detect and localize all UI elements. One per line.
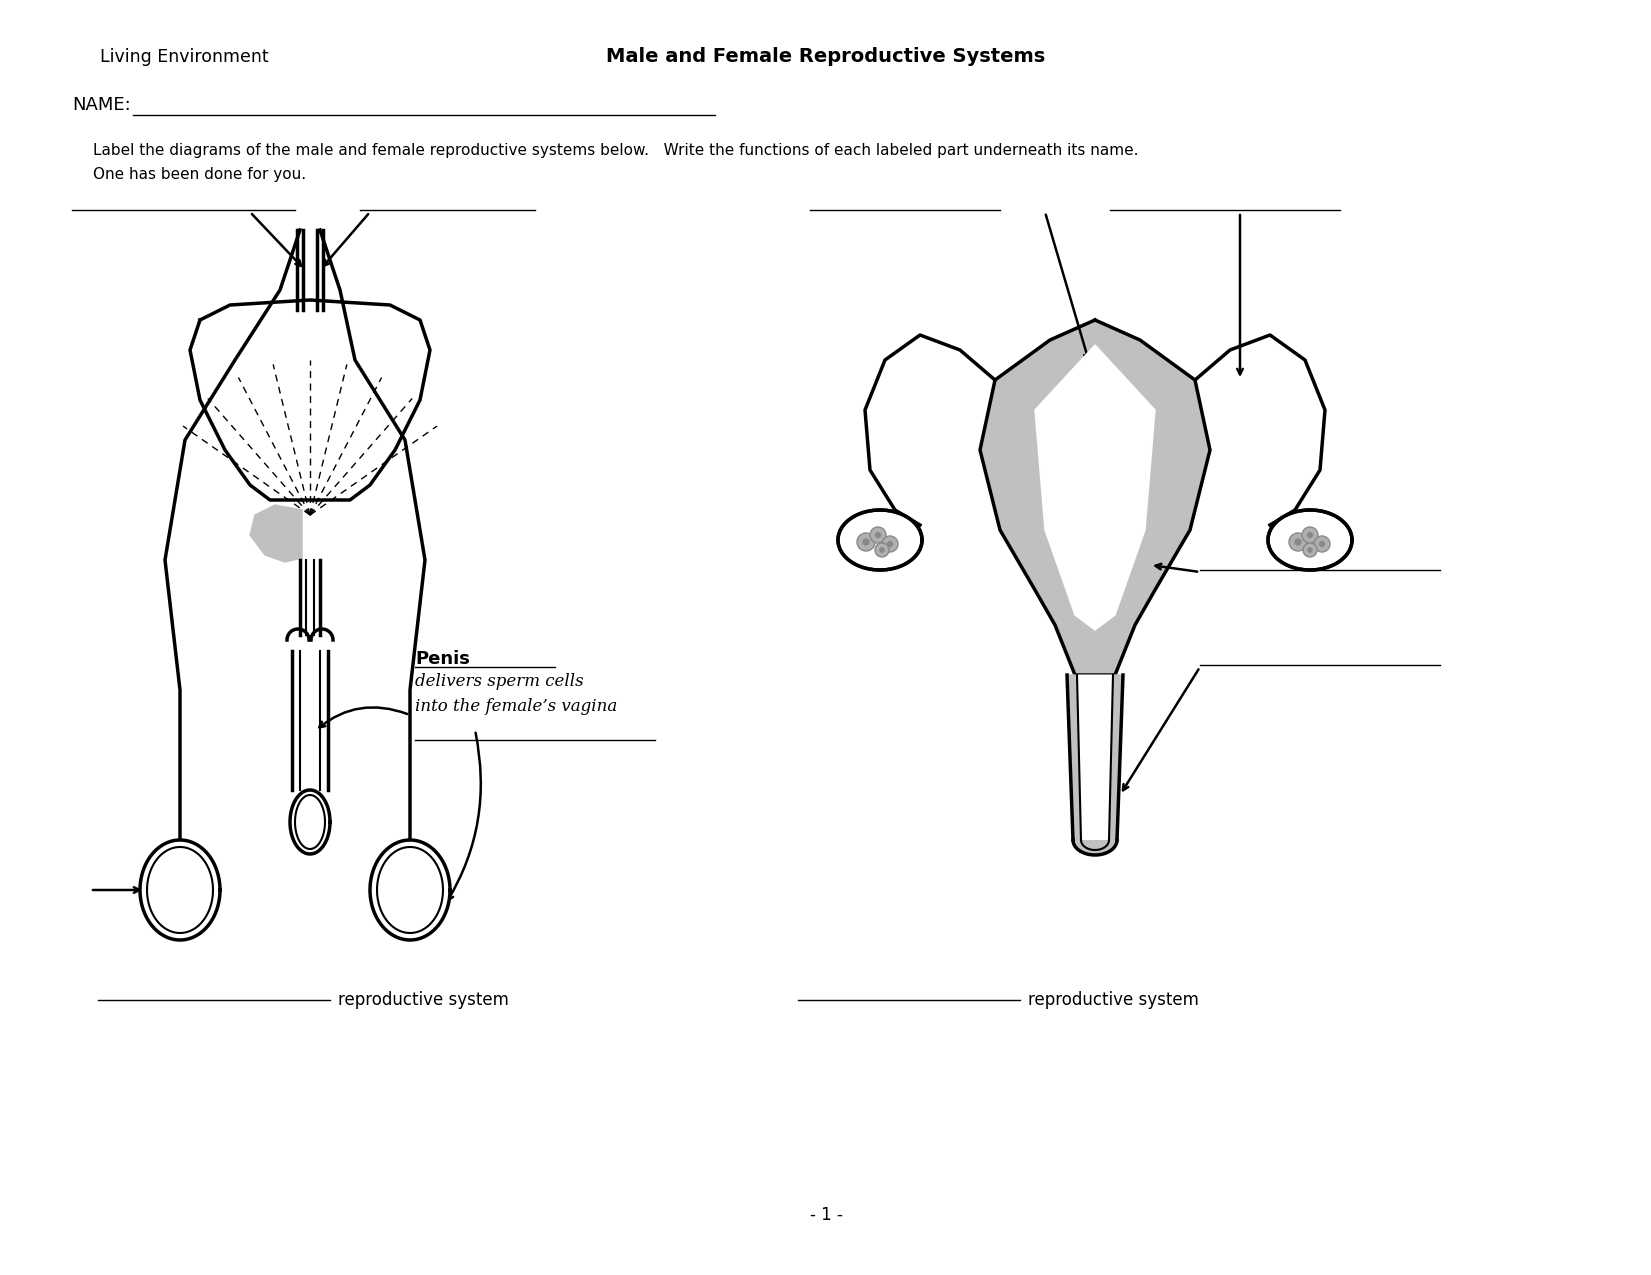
Text: Penis: Penis bbox=[414, 650, 471, 668]
Circle shape bbox=[1308, 532, 1313, 538]
Polygon shape bbox=[296, 796, 325, 849]
Text: reproductive system: reproductive system bbox=[1029, 991, 1199, 1009]
Text: - 1 -: - 1 - bbox=[809, 1206, 842, 1224]
Text: Male and Female Reproductive Systems: Male and Female Reproductive Systems bbox=[606, 47, 1045, 66]
Circle shape bbox=[1303, 543, 1317, 557]
Text: into the female’s vagina: into the female’s vagina bbox=[414, 697, 617, 715]
Circle shape bbox=[880, 547, 885, 553]
Circle shape bbox=[1314, 536, 1331, 552]
Text: reproductive system: reproductive system bbox=[338, 991, 509, 1009]
Polygon shape bbox=[249, 505, 302, 562]
Polygon shape bbox=[370, 840, 451, 940]
Circle shape bbox=[1308, 547, 1313, 553]
Polygon shape bbox=[1073, 840, 1118, 856]
Polygon shape bbox=[839, 510, 921, 570]
Circle shape bbox=[1294, 538, 1301, 546]
Text: Label the diagrams of the male and female reproductive systems below.   Write th: Label the diagrams of the male and femal… bbox=[92, 143, 1139, 158]
Polygon shape bbox=[1067, 674, 1123, 840]
Polygon shape bbox=[1035, 346, 1156, 630]
Polygon shape bbox=[190, 300, 429, 500]
Circle shape bbox=[870, 527, 887, 543]
Circle shape bbox=[1289, 533, 1308, 551]
Polygon shape bbox=[981, 320, 1210, 674]
Text: Living Environment: Living Environment bbox=[101, 48, 269, 66]
Polygon shape bbox=[1076, 674, 1113, 840]
Circle shape bbox=[875, 543, 888, 557]
Circle shape bbox=[1303, 527, 1317, 543]
Polygon shape bbox=[291, 790, 330, 854]
Circle shape bbox=[882, 536, 898, 552]
Circle shape bbox=[875, 532, 882, 538]
Circle shape bbox=[857, 533, 875, 551]
Text: One has been done for you.: One has been done for you. bbox=[92, 167, 305, 182]
Text: NAME:: NAME: bbox=[73, 96, 130, 113]
Circle shape bbox=[862, 538, 870, 546]
Text: delivers sperm cells: delivers sperm cells bbox=[414, 673, 583, 690]
Circle shape bbox=[887, 541, 893, 547]
Circle shape bbox=[1319, 541, 1326, 547]
Polygon shape bbox=[140, 840, 220, 940]
Polygon shape bbox=[1268, 510, 1352, 570]
